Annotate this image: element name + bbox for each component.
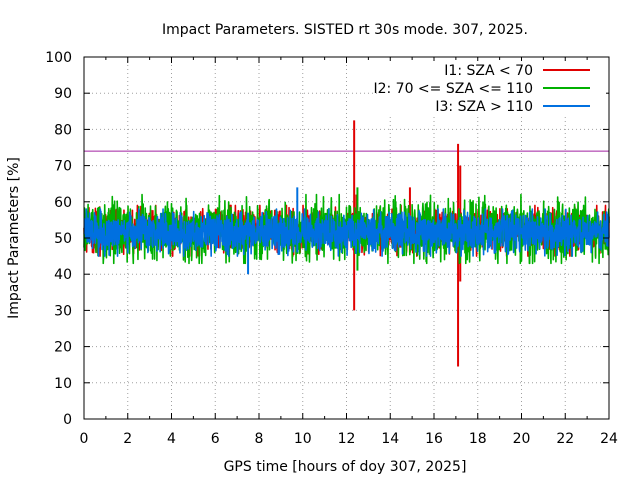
x-tick-label: 24 bbox=[600, 431, 618, 447]
y-axis-label: Impact Parameters [%] bbox=[6, 157, 22, 319]
y-tick-label: 90 bbox=[54, 86, 72, 102]
legend-label: I3: SZA > 110 bbox=[435, 99, 533, 115]
axes: 0 2 4 6 8 10 12 14 16 18 20 22 240102030405060708090… bbox=[45, 50, 618, 447]
x-tick-label: 2 bbox=[123, 431, 132, 447]
x-tick-label: 16 bbox=[425, 431, 443, 447]
y-tick-label: 30 bbox=[54, 303, 72, 319]
x-tick-label: 8 bbox=[255, 431, 264, 447]
y-tick-label: 60 bbox=[54, 195, 72, 211]
x-tick-label: 20 bbox=[513, 431, 531, 447]
y-tick-label: 80 bbox=[54, 122, 72, 138]
legend: I1: SZA < 70 I2: 70 <= SZA <= 110 I3: SZA … bbox=[373, 61, 606, 115]
legend-background bbox=[380, 61, 606, 79]
y-tick-label: 20 bbox=[54, 340, 72, 356]
y-tick-label: 10 bbox=[54, 376, 72, 392]
x-tick-label: 4 bbox=[167, 431, 176, 447]
legend-label: I2: 70 <= SZA <= 110 bbox=[373, 81, 533, 97]
y-tick-label: 100 bbox=[45, 50, 72, 66]
series-line bbox=[83, 208, 610, 257]
y-tick-label: 40 bbox=[54, 267, 72, 283]
legend-label: I1: SZA < 70 bbox=[444, 63, 533, 79]
x-tick-label: 10 bbox=[294, 431, 312, 447]
y-tick-label: 50 bbox=[54, 231, 72, 247]
x-tick-label: 6 bbox=[211, 431, 220, 447]
y-tick-label: 70 bbox=[54, 159, 72, 175]
series-line bbox=[83, 193, 610, 265]
series-3 bbox=[83, 187, 610, 275]
y-tick-label: 0 bbox=[63, 412, 72, 428]
x-tick-label: 12 bbox=[338, 431, 356, 447]
chart-title: Impact Parameters. SISTED rt 30s mode. 3… bbox=[162, 22, 528, 38]
x-tick-label: 14 bbox=[381, 431, 399, 447]
x-tick-label: 18 bbox=[469, 431, 487, 447]
legend-background bbox=[380, 79, 606, 97]
x-axis-label: GPS time [hours of doy 307, 2025] bbox=[224, 459, 467, 475]
x-tick-label: 22 bbox=[556, 431, 574, 447]
x-tick-label: 0 bbox=[80, 431, 89, 447]
series-group bbox=[83, 120, 610, 367]
legend-background bbox=[380, 97, 606, 115]
